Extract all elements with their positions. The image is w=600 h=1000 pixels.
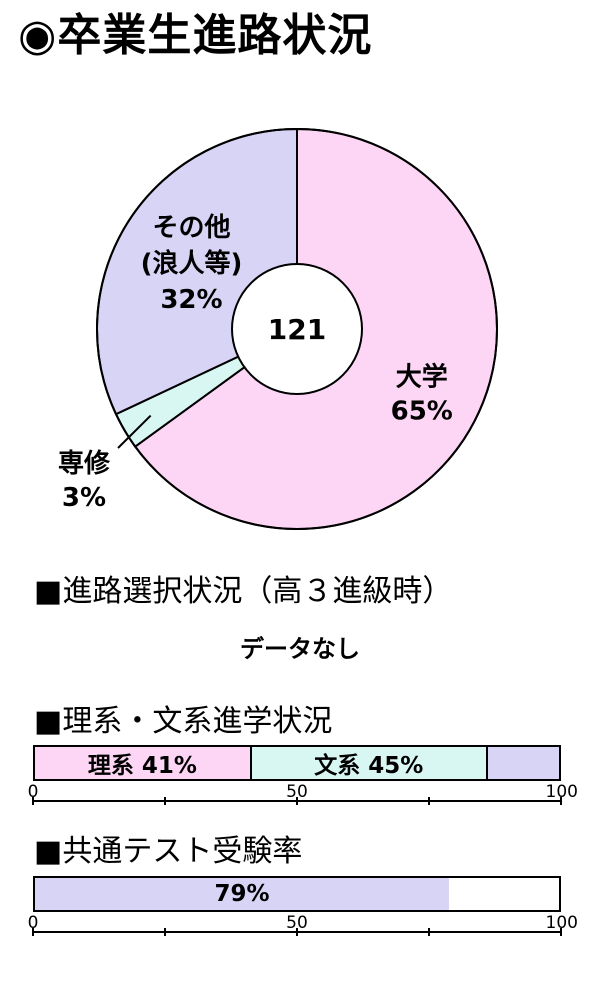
axis-tick-label: 0 — [28, 913, 39, 933]
page-title: ◉卒業生進路状況 — [18, 10, 373, 61]
career-donut-chart: 121 大学 65% その他 (浪人等) 32% 専修 3% — [58, 127, 498, 530]
donut-center-label: 121 — [268, 313, 326, 346]
slice-label-0: 大学 — [396, 362, 448, 393]
slice-label-2: 32% — [160, 285, 222, 315]
course-selection-title: ■進路選択状況（高３進級時） — [34, 574, 453, 609]
slice-label-0: 65% — [391, 397, 453, 427]
slice-label-2: (浪人等) — [141, 248, 243, 279]
bar-segment-2 — [485, 747, 559, 779]
no-data-message: データなし — [240, 635, 360, 663]
axis-tick-label: 50 — [286, 913, 308, 933]
science-humanities-title: ■理系・文系進学状況 — [34, 704, 333, 739]
axis-tick-label: 100 — [546, 782, 578, 802]
donut-hole — [231, 263, 363, 395]
bar-segment-1: 文系 45% — [249, 747, 486, 779]
leader-line — [117, 414, 152, 449]
bar-segment-0: 理系 41% — [35, 747, 250, 779]
science-humanities-bar: 理系 41% 文系 45% — [33, 745, 561, 781]
axis-tick-label: 50 — [286, 782, 308, 802]
slice-label-2: その他 — [152, 213, 230, 243]
slice-label-1: 3% — [62, 483, 106, 513]
slice-label-1: 専修 — [58, 448, 111, 479]
axis-tick-label: 100 — [546, 913, 578, 933]
common-test-bar: 79% — [33, 876, 561, 912]
common-test-title: ■共通テスト受験率 — [34, 834, 303, 869]
bar-segment-0: 79% — [35, 878, 449, 910]
pie-outline — [96, 128, 498, 530]
axis-tick-label: 0 — [28, 782, 39, 802]
